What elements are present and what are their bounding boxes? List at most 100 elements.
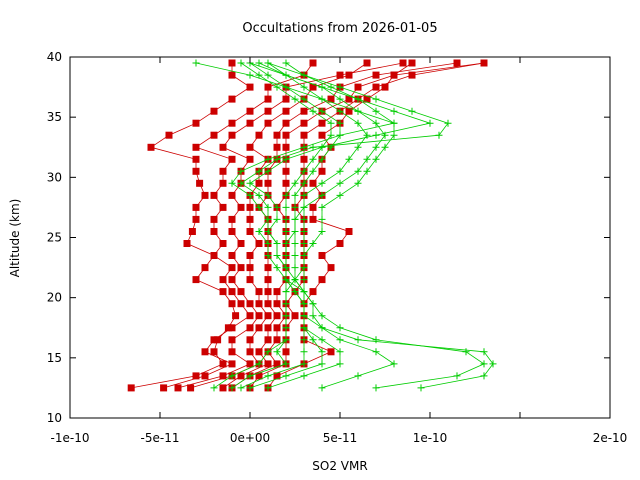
green-plus-point — [336, 95, 344, 103]
green-plus-point — [318, 95, 326, 103]
red-square-point — [264, 312, 272, 320]
red-square-point — [246, 107, 254, 115]
green-plus-point — [282, 300, 290, 308]
red-square-point — [228, 191, 236, 199]
red-square-point — [327, 95, 335, 103]
y-tick-label: 35 — [47, 110, 62, 124]
green-plus-point — [282, 240, 290, 247]
red-square-point — [318, 167, 326, 175]
green-plus-point — [336, 167, 344, 175]
green-plus-point — [300, 215, 308, 223]
green-plus-point — [282, 372, 290, 380]
red-square-point — [228, 215, 236, 223]
red-square-point — [237, 240, 245, 247]
green-plus-point — [300, 372, 308, 380]
green-plus-point — [264, 215, 272, 223]
green-plus-point — [282, 288, 290, 296]
green-plus-point — [372, 131, 380, 139]
green-plus-point — [318, 203, 326, 211]
red-square-point — [255, 372, 263, 380]
red-square-point — [219, 288, 227, 296]
red-square-point — [201, 372, 209, 380]
green-plus-point — [309, 155, 317, 163]
green-plus-point — [264, 191, 272, 199]
green-plus-point — [417, 384, 425, 392]
red-square-point — [237, 288, 245, 296]
green-plus-point — [282, 83, 290, 91]
green-plus-point — [345, 155, 353, 163]
green-plus-point — [309, 240, 317, 247]
red-square-point — [345, 107, 353, 115]
green-plus-point — [300, 336, 308, 344]
red-square-point — [273, 336, 281, 344]
red-square-point — [264, 107, 272, 115]
red-square-point — [264, 119, 272, 127]
green-plus-point — [192, 59, 200, 67]
x-tick-label: -1e-10 — [51, 431, 90, 445]
green-plus-point — [300, 264, 308, 272]
red-square-point — [237, 300, 245, 308]
green-plus-point — [264, 240, 272, 247]
green-plus-point — [354, 95, 362, 103]
red-square-point — [228, 288, 236, 296]
green-profile-line — [240, 62, 368, 389]
green-plus-point — [372, 119, 380, 127]
x-tick-label: 0e+00 — [230, 431, 270, 445]
red-square-point — [318, 252, 326, 259]
red-square-point — [300, 107, 308, 115]
green-plus-point — [354, 107, 362, 115]
green-plus-point — [309, 107, 317, 115]
red-square-point — [282, 179, 290, 187]
red-square-point — [219, 167, 227, 175]
red-square-point — [192, 155, 200, 163]
red-square-point — [390, 71, 398, 79]
red-square-point — [282, 95, 290, 103]
red-square-point — [273, 360, 281, 368]
green-plus-point — [228, 384, 236, 392]
red-square-point — [210, 131, 218, 139]
y-tick-label: 15 — [47, 351, 62, 365]
green-plus-point — [291, 228, 299, 235]
green-plus-point — [363, 155, 371, 163]
green-plus-point — [255, 167, 263, 175]
red-square-point — [187, 384, 195, 392]
red-square-point — [246, 215, 254, 223]
red-square-point — [246, 228, 254, 235]
red-square-point — [228, 324, 236, 332]
green-plus-point — [273, 240, 281, 247]
green-plus-point — [291, 215, 299, 223]
green-plus-point — [372, 107, 380, 115]
green-plus-point — [318, 384, 326, 392]
plot-frame — [69, 56, 611, 419]
red-square-point — [192, 372, 200, 380]
red-square-point — [246, 336, 254, 344]
green-plus-point — [246, 372, 254, 380]
green-plus-point — [318, 107, 326, 115]
green-plus-point — [237, 179, 245, 187]
green-plus-point — [264, 167, 272, 175]
red-square-point — [345, 228, 353, 235]
green-plus-point — [372, 336, 380, 344]
red-profile-line — [163, 62, 314, 389]
green-plus-point — [318, 336, 326, 344]
green-plus-point — [291, 179, 299, 187]
green-plus-point — [291, 95, 299, 103]
red-square-point — [318, 276, 326, 284]
red-square-point — [192, 276, 200, 284]
green-plus-point — [291, 276, 299, 284]
green-plus-point — [300, 179, 308, 187]
chart-title: Occultations from 2026-01-05 — [242, 21, 437, 36]
red-square-point — [228, 131, 236, 139]
red-square-point — [147, 143, 155, 151]
green-plus-point — [300, 143, 308, 151]
green-plus-point — [282, 276, 290, 284]
green-plus-point — [300, 300, 308, 308]
green-profile-line — [195, 62, 485, 389]
green-plus-point — [318, 348, 326, 356]
red-square-point — [381, 83, 389, 91]
green-plus-point — [300, 252, 308, 259]
red-square-point — [246, 155, 254, 163]
green-plus-point — [336, 360, 344, 368]
red-square-point — [214, 336, 222, 344]
green-plus-point — [210, 384, 218, 392]
